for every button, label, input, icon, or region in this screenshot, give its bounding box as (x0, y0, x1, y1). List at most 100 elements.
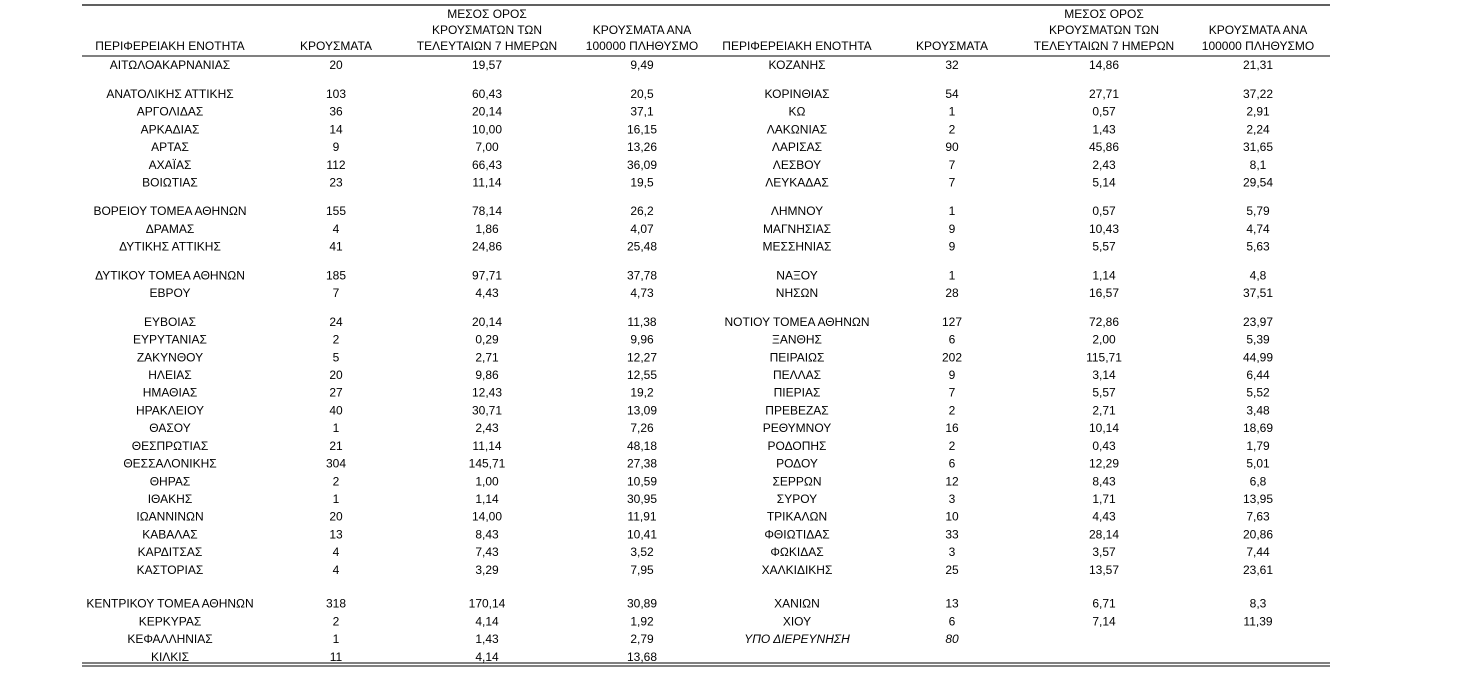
cases: 3 (949, 545, 956, 559)
cases: 1 (949, 268, 956, 282)
cases: 11 (330, 650, 343, 664)
rate-per-100k: 2,79 (630, 632, 654, 646)
rate-per-100k: 1,79 (1246, 439, 1270, 453)
region-name: ΧΑΝΙΩΝ (774, 597, 820, 611)
average-7d: 1,86 (475, 222, 499, 236)
region-name: ΛΗΜΝΟΥ (771, 204, 823, 218)
cases: 54 (945, 87, 959, 101)
rate-per-100k: 6,8 (1250, 474, 1267, 488)
average-7d: 14,86 (1089, 58, 1119, 72)
region-name: ΝΑΞΟΥ (776, 268, 817, 282)
average-7d: 14,00 (472, 510, 502, 524)
average-7d: 12,43 (472, 386, 502, 400)
region-name: ΠΕΛΛΑΣ (773, 368, 821, 382)
average-7d: 1,14 (475, 492, 499, 506)
average-7d: 1,14 (1092, 268, 1116, 282)
rate-per-100k: 5,01 (1246, 457, 1270, 471)
average-7d: 11,14 (472, 175, 501, 189)
cases: 1 (949, 105, 956, 119)
rate-per-100k: 2,24 (1246, 122, 1270, 136)
rate-per-100k: 4,07 (630, 222, 654, 236)
header-average: ΜΕΣΟΣ ΟΡΟΣ (1064, 7, 1144, 21)
cases: 2 (949, 439, 956, 453)
cases: 36 (329, 105, 343, 119)
header-rate: 100000 ΠΛΗΘΥΣΜΟ (586, 39, 698, 53)
rate-per-100k: 7,44 (1246, 545, 1270, 559)
region-name: ΗΜΑΘΙΑΣ (143, 386, 198, 400)
region-name: ΑΡΤΑΣ (151, 140, 189, 154)
rate-per-100k: 13,95 (1243, 492, 1273, 506)
header-rate: ΚΡΟΥΣΜΑΤΑ ΑΝΑ (593, 23, 692, 37)
average-7d: 2,00 (1092, 333, 1116, 347)
average-7d: 145,71 (469, 457, 506, 471)
rate-per-100k: 2,91 (1246, 105, 1270, 119)
rate-per-100k: 10,41 (627, 527, 657, 541)
rate-per-100k: 11,39 (1243, 614, 1272, 628)
cases: 13 (329, 527, 343, 541)
average-7d: 16,57 (1089, 286, 1119, 300)
rate-per-100k: 19,5 (630, 175, 654, 189)
average-7d: 10,43 (1089, 222, 1119, 236)
region-name: ΑΙΤΩΛΟΑΚΑΡΝΑΝΙΑΣ (110, 58, 230, 72)
average-7d: 2,71 (475, 350, 499, 364)
cases: 12 (945, 474, 959, 488)
average-7d: 1,71 (1092, 492, 1116, 506)
cases: 7 (949, 158, 956, 172)
rate-per-100k: 4,73 (630, 286, 654, 300)
cases: 16 (945, 421, 959, 435)
rate-per-100k: 48,18 (627, 439, 657, 453)
region-name: ΦΩΚΙΔΑΣ (770, 545, 823, 559)
region-name: ΜΑΓΝΗΣΙΑΣ (763, 222, 831, 236)
rate-per-100k: 19,2 (630, 386, 654, 400)
cases: 7 (333, 286, 340, 300)
header-cases: ΚΡΟΥΣΜΑΤΑ (300, 39, 372, 53)
cases: 304 (326, 457, 346, 471)
rate-per-100k: 10,59 (627, 474, 657, 488)
average-7d: 1,43 (1092, 122, 1116, 136)
rate-per-100k: 11,38 (627, 315, 656, 329)
rate-per-100k: 18,69 (1243, 421, 1273, 435)
cases: 6 (949, 457, 956, 471)
region-name: ΕΥΡΥΤΑΝΙΑΣ (133, 333, 207, 347)
region-name: ΦΘΙΩΤΙΔΑΣ (764, 527, 829, 541)
rate-per-100k: 27,38 (627, 457, 657, 471)
cases: 20 (329, 510, 343, 524)
cases: 1 (949, 204, 956, 218)
cases: 127 (942, 315, 962, 329)
rate-per-100k: 5,79 (1246, 204, 1270, 218)
cases: 24 (329, 315, 343, 329)
rate-per-100k: 31,65 (1243, 140, 1273, 154)
region-name: ΚΩ (789, 105, 806, 119)
cases: 112 (326, 158, 345, 172)
average-7d: 45,86 (1089, 140, 1119, 154)
region-name: ΚΕΡΚΥΡΑΣ (139, 614, 202, 628)
region-name: ΑΝΑΤΟΛΙΚΗΣ ΑΤΤΙΚΗΣ (106, 87, 233, 101)
cases: 90 (945, 140, 959, 154)
cases: 13 (945, 597, 959, 611)
cases: 4 (333, 222, 340, 236)
average-7d: 8,43 (475, 527, 499, 541)
cases: 9 (333, 140, 340, 154)
region-name: ΑΡΓΟΛΙΔΑΣ (137, 105, 204, 119)
region-name: ΜΕΣΣΗΝΙΑΣ (763, 240, 832, 254)
rate-per-100k: 3,48 (1246, 403, 1270, 417)
rate-per-100k: 23,61 (1243, 563, 1273, 577)
cases: 27 (329, 386, 343, 400)
cases: 2 (333, 614, 340, 628)
region-name: ΗΛΕΙΑΣ (148, 368, 191, 382)
average-7d: 24,86 (472, 240, 502, 254)
average-7d: 1,43 (475, 632, 499, 646)
average-7d: 7,14 (1092, 614, 1116, 628)
region-name: ΖΑΚΥΝΘΟΥ (137, 350, 203, 364)
average-7d: 4,14 (475, 614, 499, 628)
rate-per-100k: 37,1 (630, 105, 654, 119)
cases: 41 (329, 240, 343, 254)
region-name: ΑΧΑΪΑΣ (149, 158, 192, 172)
average-7d: 78,14 (472, 204, 502, 218)
cases: 40 (329, 403, 343, 417)
average-7d: 1,00 (475, 474, 499, 488)
average-7d: 0,57 (1092, 204, 1116, 218)
average-7d: 27,71 (1089, 87, 1119, 101)
average-7d: 66,43 (472, 158, 502, 172)
region-name: ΡΟΔΟΠΗΣ (768, 439, 827, 453)
